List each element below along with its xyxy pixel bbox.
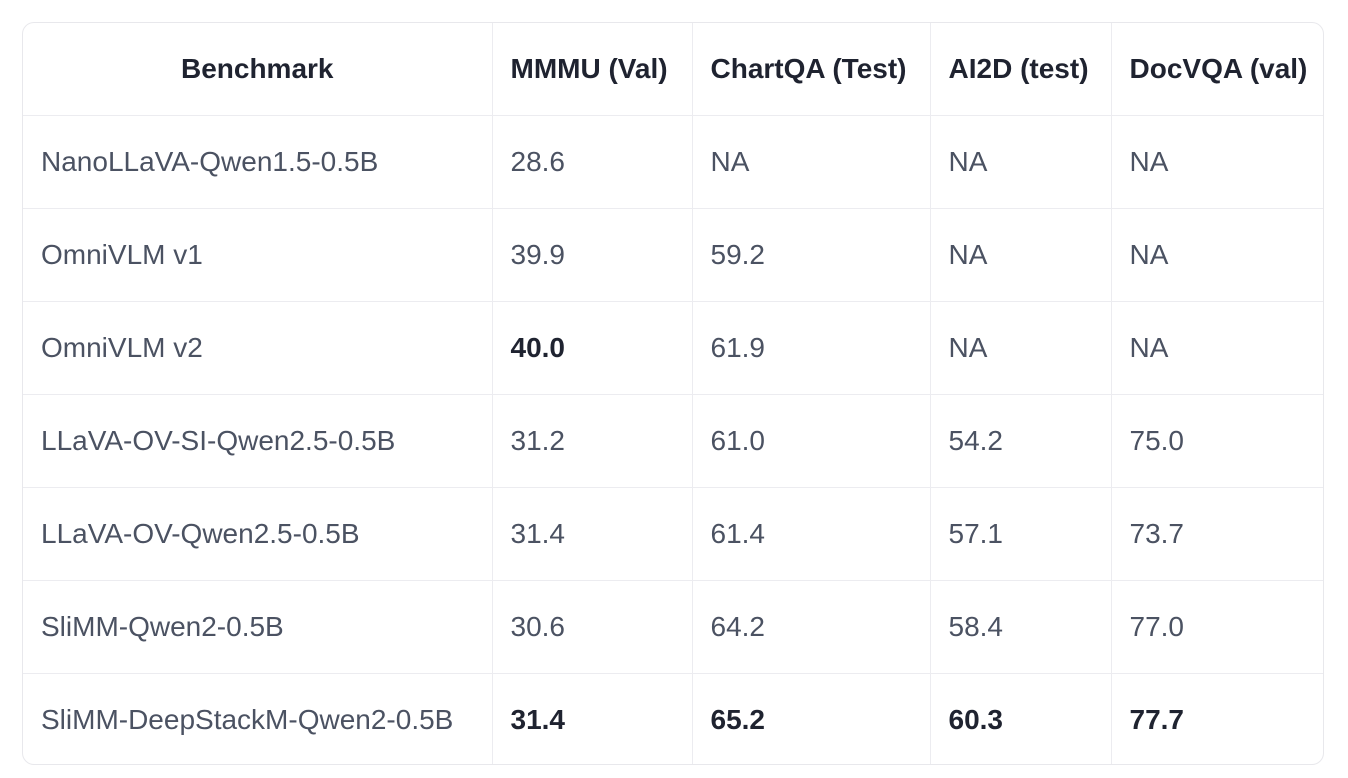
- table-row: OmniVLM v1 39.9 59.2 NA NA: [23, 208, 1323, 302]
- mmmu-score-cell: 31.4: [492, 487, 693, 581]
- column-header-chartqa: ChartQA (Test): [692, 23, 931, 116]
- column-header-benchmark: Benchmark: [23, 23, 493, 116]
- docvqa-score-cell: 77.0: [1111, 580, 1323, 674]
- chartqa-score-cell: 65.2: [692, 673, 931, 764]
- chartqa-score-cell: NA: [692, 115, 931, 209]
- table-row: NanoLLaVA-Qwen1.5-0.5B 28.6 NA NA NA: [23, 115, 1323, 209]
- docvqa-score-cell: NA: [1111, 208, 1323, 302]
- table-row: SliMM-Qwen2-0.5B 30.6 64.2 58.4 77.0: [23, 580, 1323, 674]
- model-name-cell: SliMM-Qwen2-0.5B: [23, 580, 493, 674]
- chartqa-score-cell: 61.0: [692, 394, 931, 488]
- column-header-ai2d: AI2D (test): [930, 23, 1112, 116]
- table-row: LLaVA-OV-Qwen2.5-0.5B 31.4 61.4 57.1 73.…: [23, 487, 1323, 581]
- model-name-cell: LLaVA-OV-Qwen2.5-0.5B: [23, 487, 493, 581]
- docvqa-score-cell: 77.7: [1129, 704, 1185, 735]
- mmmu-score-cell: 31.2: [492, 394, 693, 488]
- model-name-cell: SliMM-DeepStackM-Qwen2-0.5B: [23, 673, 493, 764]
- model-name-cell: NanoLLaVA-Qwen1.5-0.5B: [23, 115, 493, 209]
- ai2d-score-cell: 58.4: [930, 580, 1112, 674]
- ai2d-score-cell: 57.1: [930, 487, 1112, 581]
- ai2d-score-cell: 54.2: [930, 394, 1112, 488]
- table-row: LLaVA-OV-SI-Qwen2.5-0.5B 31.2 61.0 54.2 …: [23, 394, 1323, 488]
- chartqa-score-cell: 61.4: [692, 487, 931, 581]
- model-name-cell: OmniVLM v1: [23, 208, 493, 302]
- column-header-mmmu: MMMU (Val): [492, 23, 693, 116]
- benchmark-table: Benchmark MMMU (Val) ChartQA (Test) AI2D…: [23, 23, 1323, 764]
- model-name-cell: OmniVLM v2: [23, 301, 493, 395]
- table-row: SliMM-DeepStackM-Qwen2-0.5B 31.4 65.2 60…: [23, 673, 1323, 764]
- table-header-row: Benchmark MMMU (Val) ChartQA (Test) AI2D…: [23, 23, 1323, 116]
- model-name-cell: LLaVA-OV-SI-Qwen2.5-0.5B: [23, 394, 493, 488]
- mmmu-score-cell: 28.6: [492, 115, 693, 209]
- mmmu-score-cell: 31.4: [492, 673, 693, 764]
- docvqa-score-cell: NA: [1111, 115, 1323, 209]
- docvqa-score-cell: NA: [1111, 301, 1323, 395]
- mmmu-score-cell: 30.6: [492, 580, 693, 674]
- ai2d-score-cell: 60.3: [930, 673, 1112, 764]
- mmmu-score-cell: 40.0: [492, 301, 693, 395]
- ai2d-score-cell: NA: [930, 115, 1112, 209]
- ai2d-score-cell: NA: [930, 301, 1112, 395]
- ai2d-score-cell: NA: [930, 208, 1112, 302]
- chartqa-score-cell: 59.2: [692, 208, 931, 302]
- table-row: OmniVLM v2 40.0 61.9 NA NA: [23, 301, 1323, 395]
- docvqa-score-cell: 73.7: [1111, 487, 1323, 581]
- chartqa-score-cell: 61.9: [692, 301, 931, 395]
- mmmu-score-cell: 39.9: [492, 208, 693, 302]
- benchmark-table-container: Benchmark MMMU (Val) ChartQA (Test) AI2D…: [22, 22, 1324, 765]
- docvqa-score-cell: 75.0: [1111, 394, 1323, 488]
- chartqa-score-cell: 64.2: [692, 580, 931, 674]
- column-header-docvqa: DocVQA (val): [1111, 23, 1323, 116]
